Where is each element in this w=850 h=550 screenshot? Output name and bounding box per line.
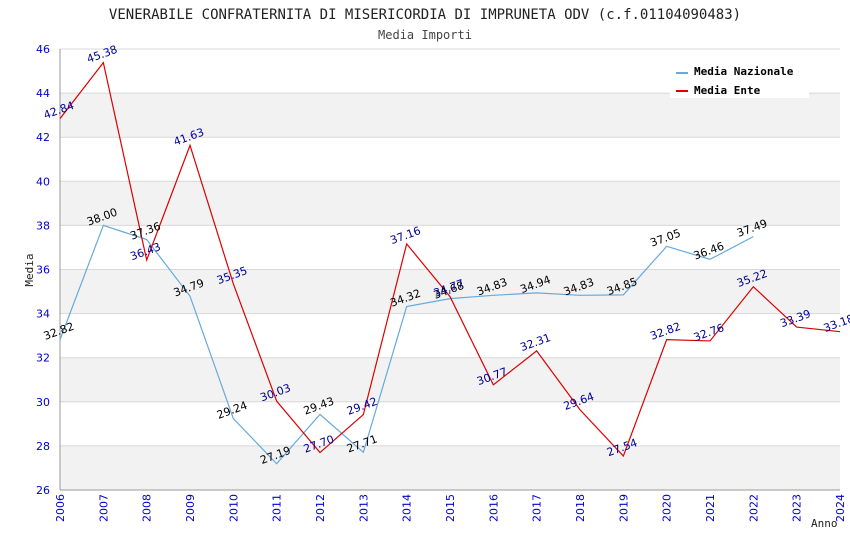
chart-title: VENERABILE CONFRATERNITA DI MISERICORDIA… (109, 7, 741, 23)
y-tick-label: 28 (36, 440, 50, 453)
x-axis-label: Anno (811, 517, 838, 530)
y-tick-label: 42 (36, 131, 50, 144)
series-line (59, 61, 841, 458)
x-tick-label: 2010 (227, 494, 240, 522)
x-tick-label: 2019 (617, 494, 630, 522)
y-tick-label: 38 (36, 219, 50, 232)
series-lines (59, 61, 841, 465)
x-tick-label: 2013 (357, 494, 370, 522)
y-tick-label: 40 (36, 175, 50, 188)
y-tick-label: 44 (36, 87, 50, 100)
legend-box (670, 60, 809, 98)
y-tick-labels: 26 28 30 32 34 36 38 40 42 44 46 (36, 43, 50, 497)
x-tick-label: 2007 (97, 494, 110, 522)
plot-band (60, 93, 840, 138)
x-tick-label: 2006 (54, 494, 67, 522)
chart-subtitle: Media Importi (378, 28, 472, 42)
x-tick-label: 2009 (184, 494, 197, 522)
legend-label-ente: Media Ente (694, 84, 761, 97)
legend-label-nazionale: Media Nazionale (694, 65, 794, 78)
y-tick-label: 30 (36, 396, 50, 409)
y-tick-label: 32 (36, 352, 50, 365)
plot-band (60, 181, 840, 226)
x-tick-label: 2014 (401, 494, 414, 522)
legend: Media Nazionale Media Ente (670, 60, 809, 98)
plot-band (60, 401, 840, 446)
x-tick-label: 2016 (487, 494, 500, 522)
x-tick-label: 2021 (704, 494, 717, 522)
plot-band (60, 445, 840, 490)
y-tick-label: 26 (36, 484, 50, 497)
plot-band (60, 357, 840, 402)
y-tick-label: 46 (36, 43, 50, 56)
x-tick-label: 2018 (574, 494, 587, 522)
plot-background-bands (60, 49, 840, 490)
y-axis-label: Media (23, 253, 36, 286)
axes (59, 49, 840, 491)
x-tick-label: 2024 (834, 494, 847, 522)
x-tick-labels: 2006 2007 2008 2009 2010 2011 2012 2013 2014 2015… (54, 494, 847, 522)
x-tick-label: 2015 (444, 494, 457, 522)
plot-band (60, 313, 840, 358)
y-tick-label: 36 (36, 264, 50, 277)
x-tick-label: 2008 (141, 494, 154, 522)
x-tick-label: 2020 (661, 494, 674, 522)
x-tick-label: 2011 (271, 494, 284, 522)
plot-band (60, 269, 840, 314)
x-tick-label: 2023 (791, 494, 804, 522)
x-tick-label: 2012 (314, 494, 327, 522)
x-tick-label: 2022 (747, 494, 760, 522)
x-tick-label: 2017 (531, 494, 544, 522)
plot-band (60, 225, 840, 270)
series-line (59, 224, 754, 465)
y-tick-label: 34 (36, 308, 50, 321)
